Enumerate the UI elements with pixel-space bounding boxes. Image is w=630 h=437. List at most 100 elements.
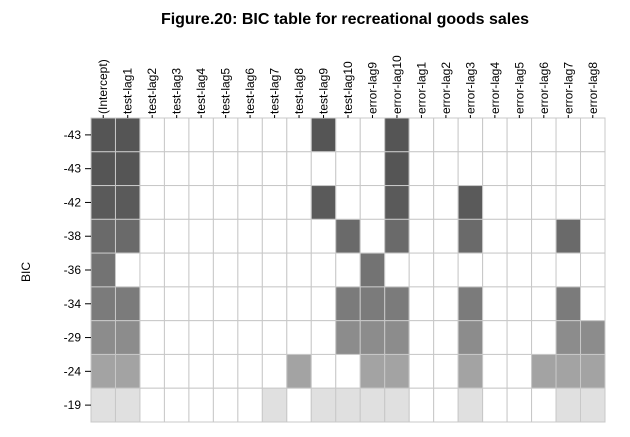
heatmap-cell xyxy=(90,185,116,220)
heatmap-cell xyxy=(555,387,582,423)
column-label: test-lag6 xyxy=(243,68,257,114)
heatmap-cell xyxy=(188,185,214,220)
column-label: error-lag1 xyxy=(414,62,428,114)
heatmap-cell xyxy=(237,117,263,153)
heatmap-cell xyxy=(90,353,116,389)
heatmap-cell xyxy=(261,286,288,322)
heatmap-cell xyxy=(506,320,533,355)
row-bic-label: -34 xyxy=(64,297,82,311)
heatmap-cell xyxy=(531,185,557,220)
heatmap-cell xyxy=(237,387,263,423)
heatmap-cell xyxy=(359,387,386,423)
heatmap-cell xyxy=(457,252,484,288)
heatmap-cell xyxy=(310,252,337,288)
heatmap-cell xyxy=(457,320,484,355)
heatmap-cell xyxy=(457,353,484,389)
heatmap-cell xyxy=(580,353,606,389)
heatmap-cell xyxy=(531,218,557,254)
heatmap-cell xyxy=(335,286,361,322)
heatmap-cell xyxy=(286,387,312,423)
column-label: error-lag9 xyxy=(365,62,379,114)
heatmap-cell xyxy=(188,387,214,423)
chart-title: Figure.20: BIC table for recreational go… xyxy=(161,11,529,28)
heatmap-cell xyxy=(408,117,435,153)
heatmap-cell xyxy=(188,286,214,322)
heatmap-cell xyxy=(163,387,190,423)
heatmap-cell xyxy=(531,117,557,153)
heatmap-cell xyxy=(90,387,116,423)
heatmap-cell xyxy=(310,117,337,153)
heatmap-cell xyxy=(531,353,557,389)
heatmap-cell xyxy=(457,151,484,187)
heatmap-cell xyxy=(114,117,141,153)
column-label: test-lag3 xyxy=(170,68,184,114)
column-label: error-lag7 xyxy=(561,62,575,114)
heatmap-cell xyxy=(90,218,116,254)
heatmap-cell xyxy=(580,117,606,153)
heatmap-cell xyxy=(237,151,263,187)
heatmap-cell xyxy=(580,185,606,220)
heatmap-cell xyxy=(555,151,582,187)
heatmap-cell xyxy=(163,252,190,288)
heatmap-cell xyxy=(335,117,361,153)
heatmap-cell xyxy=(310,151,337,187)
heatmap-cell xyxy=(163,353,190,389)
heatmap-cell xyxy=(286,320,312,355)
heatmap-cell xyxy=(580,218,606,254)
heatmap-cell xyxy=(359,286,386,322)
heatmap-cell xyxy=(408,320,435,355)
heatmap-cell xyxy=(359,185,386,220)
heatmap-cell xyxy=(139,151,165,187)
heatmap-cell xyxy=(310,320,337,355)
heatmap-cell xyxy=(335,320,361,355)
heatmap-cell xyxy=(90,286,116,322)
heatmap-cell xyxy=(237,218,263,254)
heatmap-cell xyxy=(114,387,141,423)
heatmap-cell xyxy=(90,320,116,355)
heatmap-cell xyxy=(114,218,141,254)
heatmap-cell xyxy=(286,185,312,220)
heatmap-cell xyxy=(555,218,582,254)
column-label: error-lag8 xyxy=(586,62,600,114)
heatmap-cell xyxy=(580,387,606,423)
heatmap-cell xyxy=(531,387,557,423)
heatmap-cell xyxy=(90,117,116,153)
heatmap-cell xyxy=(457,387,484,423)
heatmap-cell xyxy=(139,252,165,288)
column-label: error-lag6 xyxy=(537,62,551,114)
heatmap-cell xyxy=(139,117,165,153)
heatmap-cell xyxy=(335,151,361,187)
row-bic-label: -42 xyxy=(64,195,82,209)
heatmap-cell xyxy=(335,218,361,254)
heatmap-cell xyxy=(482,185,508,220)
heatmap-cell xyxy=(212,218,239,254)
row-bic-label: -29 xyxy=(64,331,82,345)
heatmap-cell xyxy=(286,286,312,322)
heatmap-cell xyxy=(335,353,361,389)
heatmap-cell xyxy=(212,151,239,187)
column-label: test-lag2 xyxy=(145,68,159,114)
heatmap-cell xyxy=(482,218,508,254)
heatmap-cell xyxy=(359,252,386,288)
heatmap-cell xyxy=(310,218,337,254)
column-label: error-lag5 xyxy=(512,62,526,114)
heatmap-cell xyxy=(506,151,533,187)
column-label: test-lag10 xyxy=(341,61,355,114)
heatmap-cell xyxy=(482,117,508,153)
heatmap-cell xyxy=(139,185,165,220)
heatmap-cell xyxy=(506,353,533,389)
heatmap-cell xyxy=(408,353,435,389)
heatmap-cell xyxy=(580,252,606,288)
heatmap-cell xyxy=(555,353,582,389)
heatmap-cell xyxy=(114,353,141,389)
column-label: error-lag2 xyxy=(439,62,453,114)
heatmap-cell xyxy=(384,117,410,153)
heatmap-cell xyxy=(457,185,484,220)
heatmap-cell xyxy=(188,320,214,355)
heatmap-cell xyxy=(114,185,141,220)
row-bic-label: -19 xyxy=(64,398,82,412)
heatmap-cell xyxy=(286,353,312,389)
heatmap-cell xyxy=(433,320,459,355)
heatmap-cell xyxy=(163,286,190,322)
